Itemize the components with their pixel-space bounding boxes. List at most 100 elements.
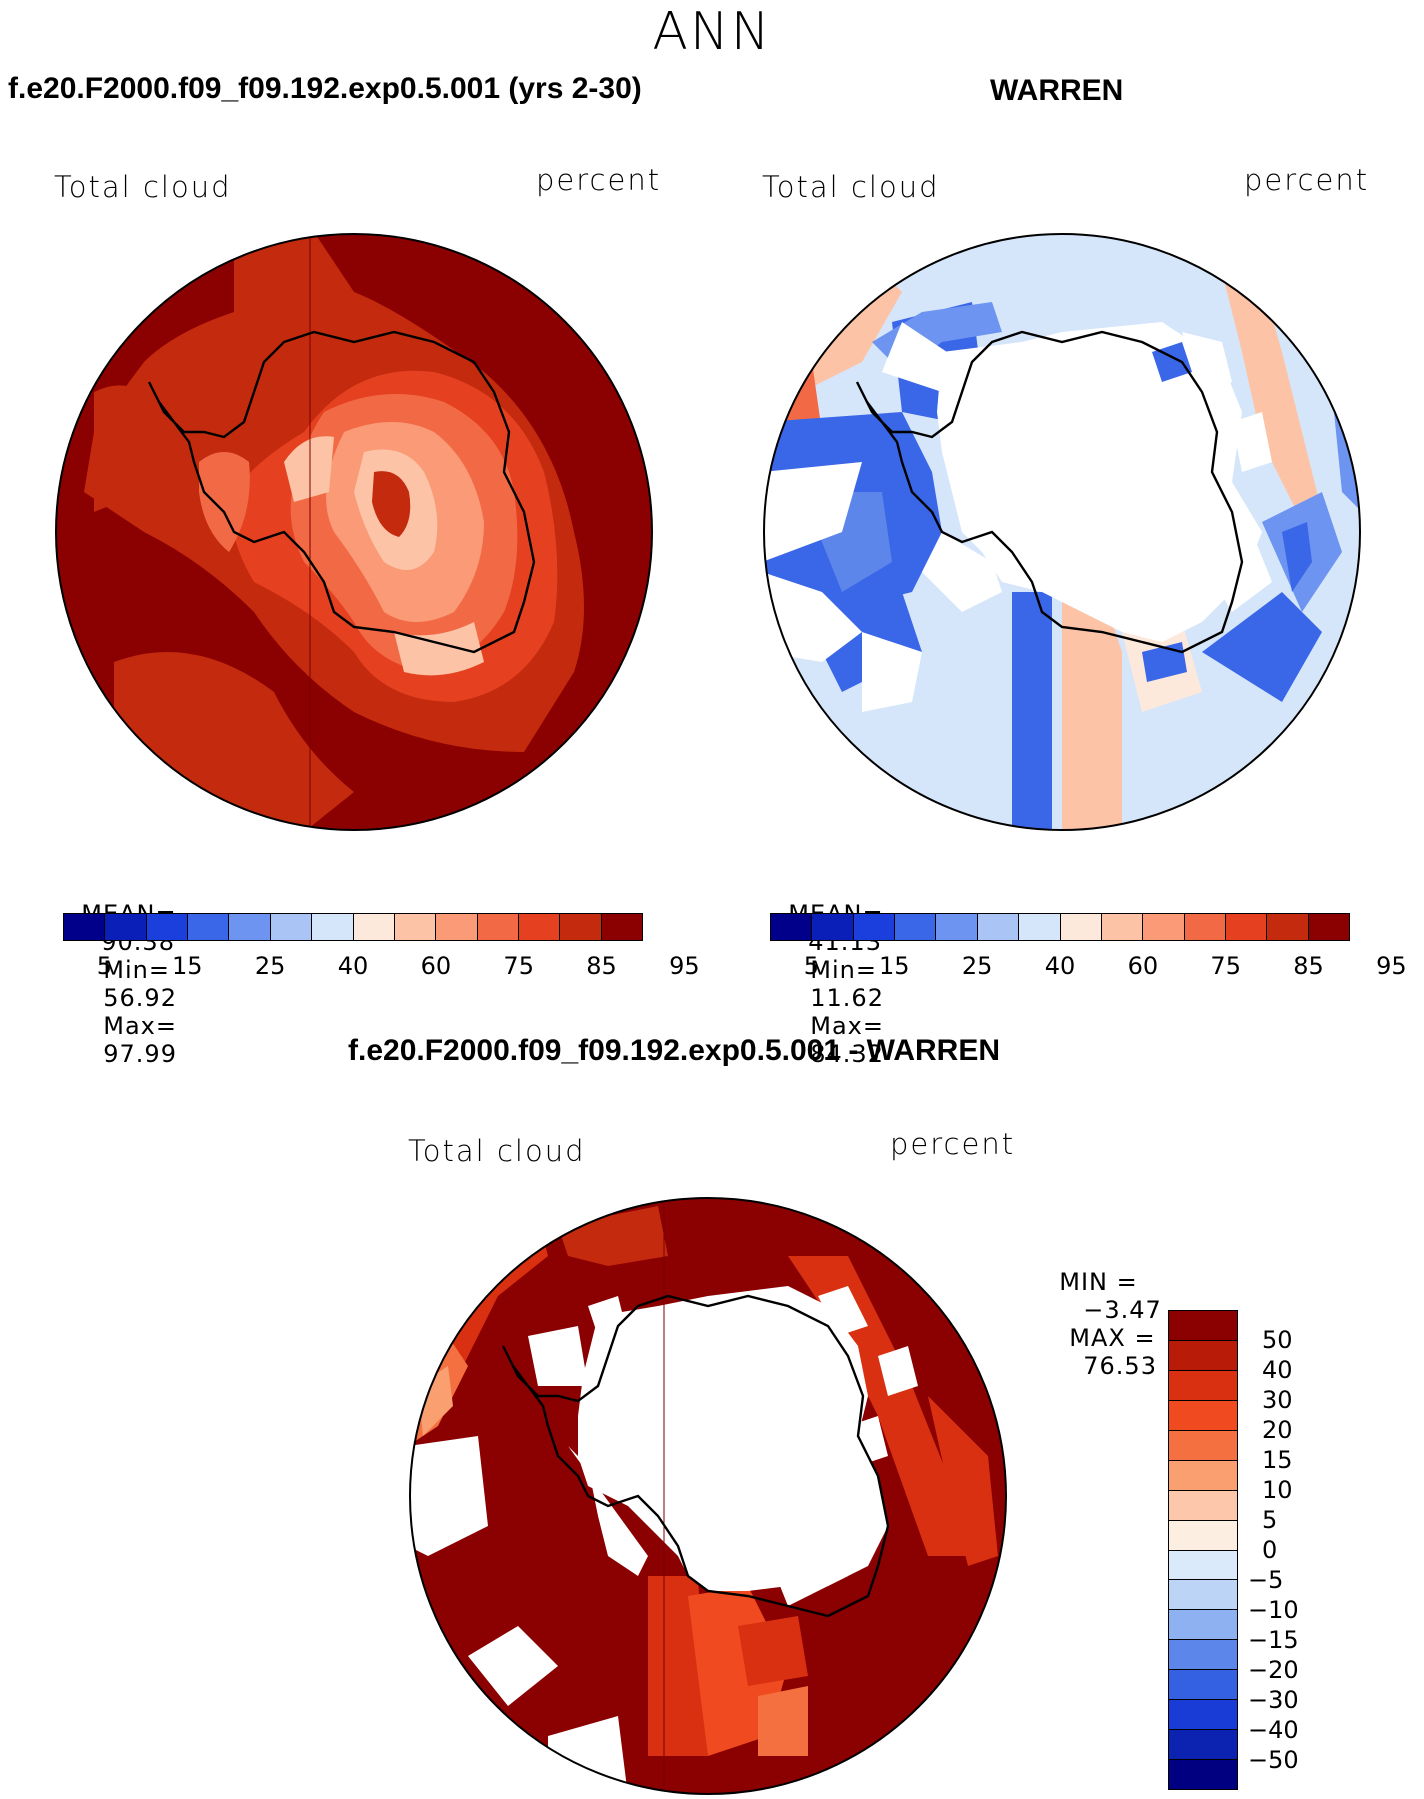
colorbar-swatch xyxy=(1169,1340,1237,1371)
colorbar-swatch xyxy=(1169,1490,1237,1521)
model-polar-map xyxy=(55,233,653,831)
colorbar-tick-label: 0 xyxy=(1262,1536,1278,1564)
colorbar-swatch xyxy=(1308,914,1350,940)
colorbar-tick-label: 15 xyxy=(172,952,203,980)
colorbar-tick-label: −5 xyxy=(1248,1566,1284,1594)
colorbar-swatch xyxy=(394,914,437,940)
diff-max-value: 76.53 xyxy=(1083,1352,1157,1380)
colorbar-swatch xyxy=(1169,1370,1237,1401)
diff-colorbar xyxy=(1168,1310,1238,1790)
colorbar-swatch xyxy=(270,914,313,940)
colorbar-swatch xyxy=(188,914,230,940)
colorbar-swatch xyxy=(1169,1550,1237,1581)
model-colorbar xyxy=(63,913,643,941)
model-units-label: percent xyxy=(536,163,662,197)
model-max-value: 97.99 xyxy=(103,1040,177,1068)
colorbar-swatch xyxy=(977,914,1020,940)
colorbar-swatch xyxy=(1169,1311,1237,1341)
colorbar-swatch xyxy=(1169,1520,1237,1551)
colorbar-swatch xyxy=(1101,914,1144,940)
colorbar-tick-label: 15 xyxy=(879,952,910,980)
colorbar-swatch xyxy=(1169,1460,1237,1491)
colorbar-swatch xyxy=(1169,1760,1237,1789)
colorbar-tick-label: 20 xyxy=(1262,1416,1293,1444)
colorbar-swatch xyxy=(936,914,978,940)
season-title: ANN xyxy=(652,2,772,62)
colorbar-tick-label: 30 xyxy=(1262,1386,1293,1414)
diff-max-label: MAX = xyxy=(1069,1324,1156,1352)
colorbar-tick-label: 40 xyxy=(1262,1356,1293,1384)
diff-panel-title: f.e20.F2000.f09_f09.192.exp0.5.001 - WAR… xyxy=(348,1034,1001,1067)
colorbar-swatch xyxy=(477,914,519,940)
obs-colorbar-ticks: 5 15 25 40 60 75 85 95 xyxy=(770,952,1407,982)
obs-min-label: Min= xyxy=(810,956,877,984)
diff-min-label: MIN = xyxy=(1059,1268,1138,1296)
colorbar-swatch xyxy=(812,914,854,940)
colorbar-swatch xyxy=(1169,1640,1237,1671)
colorbar-tick-label: 5 xyxy=(96,952,113,980)
diff-polar-map xyxy=(409,1197,1007,1795)
colorbar-tick-label: 5 xyxy=(803,952,820,980)
colorbar-swatch xyxy=(146,914,189,940)
colorbar-swatch xyxy=(105,914,147,940)
colorbar-swatch xyxy=(895,914,937,940)
obs-max-value: 84.32 xyxy=(810,1040,884,1068)
colorbar-tick-label: 85 xyxy=(586,952,617,980)
colorbar-tick-label: 5 xyxy=(1262,1506,1278,1534)
colorbar-tick-label: −30 xyxy=(1248,1686,1299,1714)
colorbar-tick-label: 40 xyxy=(337,952,369,980)
colorbar-swatch xyxy=(1225,914,1268,940)
obs-polar-map xyxy=(763,233,1361,831)
antarctica-coastline xyxy=(501,1294,890,1618)
colorbar-swatch xyxy=(1169,1610,1237,1641)
model-max-label: Max= xyxy=(103,1012,177,1040)
colorbar-swatch xyxy=(1019,914,1061,940)
diff-variable-label: Total cloud xyxy=(408,1134,586,1168)
model-variable-label: Total cloud xyxy=(54,170,232,204)
colorbar-swatch xyxy=(1169,1400,1237,1431)
colorbar-tick-label: 95 xyxy=(669,952,700,980)
antarctica-coastline xyxy=(855,330,1244,654)
model-min-value: 56.92 xyxy=(103,984,177,1012)
colorbar-tick-label: −50 xyxy=(1248,1746,1299,1774)
colorbar-swatch xyxy=(601,914,643,940)
colorbar-tick-label: −40 xyxy=(1248,1716,1299,1744)
colorbar-tick-label: 50 xyxy=(1262,1326,1293,1354)
obs-variable-label: Total cloud xyxy=(762,170,940,204)
colorbar-swatch xyxy=(1169,1730,1237,1761)
obs-colorbar xyxy=(770,913,1350,941)
colorbar-swatch xyxy=(518,914,561,940)
diff-units-label: percent xyxy=(890,1127,1016,1161)
diff-stats: MIN = −3.47 MAX = 76.53 xyxy=(1042,1240,1162,1380)
colorbar-swatch xyxy=(229,914,271,940)
colorbar-swatch xyxy=(1169,1700,1237,1731)
colorbar-swatch xyxy=(1143,914,1185,940)
colorbar-tick-label: −15 xyxy=(1248,1626,1299,1654)
diff-colorbar-ticks: 50 40 30 20 15 10 5 0 −5 −10 −15 −20 −30 −40 −50 xyxy=(1248,1310,1328,1790)
colorbar-tick-label: −20 xyxy=(1248,1656,1299,1684)
colorbar-tick-label: 25 xyxy=(961,952,993,980)
obs-min-value: 11.62 xyxy=(810,984,884,1012)
colorbar-tick-label: 15 xyxy=(1262,1446,1293,1474)
colorbar-tick-label: 60 xyxy=(420,952,452,980)
colorbar-swatch xyxy=(1060,914,1102,940)
colorbar-swatch xyxy=(436,914,478,940)
colorbar-tick-label: 95 xyxy=(1376,952,1407,980)
colorbar-swatch xyxy=(1169,1580,1237,1611)
colorbar-tick-label: 25 xyxy=(254,952,286,980)
diff-min-value: −3.47 xyxy=(1083,1296,1162,1324)
colorbar-swatch xyxy=(560,914,602,940)
colorbar-tick-label: 85 xyxy=(1293,952,1324,980)
model-panel-title: f.e20.F2000.f09_f09.192.exp0.5.001 (yrs … xyxy=(8,72,642,105)
colorbar-tick-label: 75 xyxy=(503,952,534,980)
colorbar-tick-label: 10 xyxy=(1262,1476,1293,1504)
colorbar-swatch xyxy=(1267,914,1309,940)
colorbar-tick-label: −10 xyxy=(1248,1596,1299,1624)
colorbar-tick-label: 40 xyxy=(1044,952,1076,980)
antarctica-coastline xyxy=(147,330,536,654)
colorbar-tick-label: 75 xyxy=(1210,952,1241,980)
obs-max-label: Max= xyxy=(810,1012,884,1040)
colorbar-swatch xyxy=(771,914,813,940)
colorbar-swatch xyxy=(853,914,896,940)
colorbar-swatch xyxy=(64,914,106,940)
